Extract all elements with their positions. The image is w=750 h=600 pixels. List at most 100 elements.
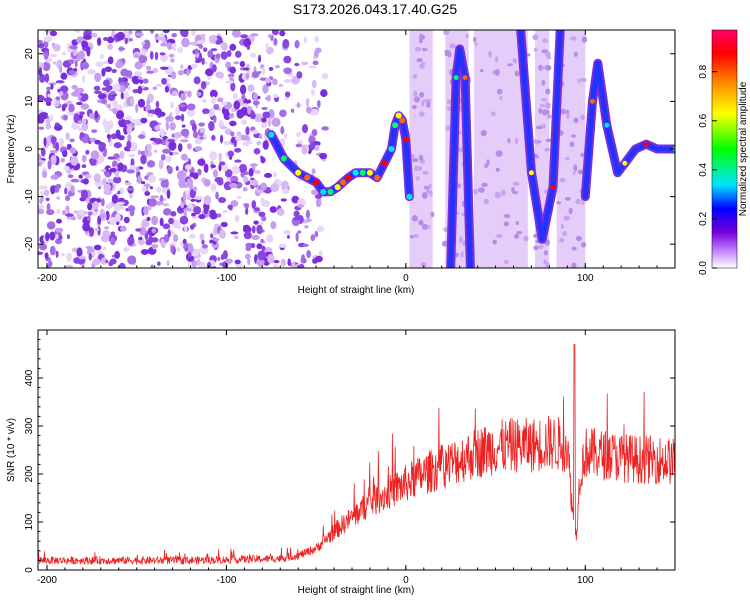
heatmap-noise-speckle xyxy=(55,141,60,152)
heatmap-noise-speckle xyxy=(208,34,218,44)
heatmap-noise-speckle xyxy=(75,101,83,106)
heatmap-noise-speckle xyxy=(148,235,153,245)
heatmap-noise-speckle xyxy=(146,160,156,168)
heatmap-noise-speckle xyxy=(209,209,216,215)
heatmap-noise-speckle xyxy=(78,174,83,179)
heatmap-band-speckle xyxy=(444,51,449,57)
heatmap-y-tick-label: 0 xyxy=(24,146,35,152)
heatmap-noise-speckle xyxy=(191,260,198,268)
heatmap-noise-speckle xyxy=(160,42,168,47)
heatmap-noise-speckle xyxy=(106,103,111,109)
heatmap-noise-speckle xyxy=(113,142,122,149)
heatmap-noise-speckle xyxy=(81,61,90,70)
heatmap-noise-speckle xyxy=(260,238,264,244)
heatmap-noise-speckle xyxy=(65,195,71,202)
heatmap-band-speckle xyxy=(536,125,543,130)
heatmap-noise-speckle xyxy=(309,141,316,151)
heatmap-noise-speckle xyxy=(300,254,306,264)
heatmap-noise-speckle xyxy=(100,257,108,265)
heatmap-noise-speckle xyxy=(189,233,196,239)
heatmap-noise-speckle xyxy=(116,201,125,206)
heatmap-noise-speckle xyxy=(246,99,252,104)
heatmap-band-speckle xyxy=(426,224,431,230)
heatmap-noise-speckle xyxy=(76,56,81,62)
heatmap-band-speckle xyxy=(572,171,576,175)
snr-frame xyxy=(37,329,676,571)
heatmap-noise-speckle xyxy=(170,230,175,236)
heatmap-noise-speckle xyxy=(246,45,251,50)
heatmap-noise-speckle xyxy=(139,79,143,85)
heatmap-band-speckle xyxy=(418,154,424,161)
heatmap-band-speckle xyxy=(581,38,588,42)
heatmap-noise-speckle xyxy=(230,131,235,137)
heatmap-noise-speckle xyxy=(241,93,246,101)
heatmap-noise-speckle xyxy=(201,36,206,42)
heatmap-noise-speckle xyxy=(265,234,274,243)
heatmap-noise-speckle xyxy=(83,178,89,185)
heatmap-noise-speckle xyxy=(215,53,221,59)
heatmap-band-speckle xyxy=(457,147,465,153)
heatmap-band-speckle xyxy=(486,159,490,166)
heatmap-noise-speckle xyxy=(38,185,48,190)
heatmap-band-speckle xyxy=(541,49,549,54)
heatmap-noise-speckle xyxy=(243,175,249,183)
heatmap-noise-speckle xyxy=(242,103,249,109)
heatmap-noise-speckle xyxy=(124,182,132,186)
heatmap-noise-speckle xyxy=(75,87,85,94)
heatmap-noise-speckle xyxy=(182,191,186,202)
heatmap-trace-point xyxy=(334,184,341,191)
heatmap-noise-speckle xyxy=(151,237,159,243)
heatmap-band-speckle xyxy=(449,43,456,49)
heatmap-noise-speckle xyxy=(314,144,320,152)
heatmap-noise-speckle xyxy=(254,113,263,123)
heatmap-noise-speckle xyxy=(251,200,257,209)
heatmap-noise-speckle xyxy=(256,224,263,235)
heatmap-noise-speckle xyxy=(168,217,175,225)
heatmap-noise-speckle xyxy=(176,170,186,181)
heatmap-noise-speckle xyxy=(215,71,224,79)
heatmap-band-speckle xyxy=(564,196,571,201)
heatmap-noise-speckle xyxy=(316,225,325,233)
heatmap-noise-speckle xyxy=(312,60,319,66)
heatmap-noise-speckle xyxy=(124,36,128,45)
heatmap-band-speckle xyxy=(503,221,510,227)
heatmap-noise-speckle xyxy=(38,61,42,66)
heatmap-noise-speckle xyxy=(59,66,63,74)
heatmap-noise-speckle xyxy=(236,195,242,200)
heatmap-band-speckle xyxy=(409,235,414,239)
heatmap-noise-speckle xyxy=(149,30,155,34)
heatmap-trace-point xyxy=(395,112,402,119)
heatmap-noise-speckle xyxy=(66,252,73,262)
heatmap-noise-speckle xyxy=(146,70,154,74)
heatmap-noise-speckle xyxy=(280,258,286,267)
heatmap-band-speckle xyxy=(443,30,450,36)
heatmap-arc-1-core xyxy=(448,46,473,268)
heatmap-noise-speckle xyxy=(284,91,291,98)
heatmap-noise-speckle xyxy=(71,123,80,130)
heatmap-noise-speckle xyxy=(259,221,264,226)
heatmap-noise-speckle xyxy=(38,251,44,256)
heatmap-noise-speckle xyxy=(68,69,76,76)
heatmap-noise-speckle xyxy=(181,37,190,48)
heatmap-y-tick-label: 10 xyxy=(24,95,35,107)
heatmap-band-speckle xyxy=(473,188,478,195)
heatmap-noise-speckle xyxy=(135,228,142,232)
heatmap-noise-speckle xyxy=(125,115,132,121)
heatmap-noise-speckle xyxy=(110,231,116,236)
heatmap-noise-speckle xyxy=(281,180,289,189)
heatmap-noise-speckle xyxy=(79,132,85,138)
heatmap-noise-speckle xyxy=(156,201,162,206)
heatmap-band-speckle xyxy=(512,58,517,64)
heatmap-band-speckle xyxy=(538,244,544,250)
heatmap-noise-speckle xyxy=(49,150,58,154)
heatmap-noise-speckle xyxy=(208,121,215,131)
heatmap-noise-speckle xyxy=(69,147,77,154)
heatmap-band-speckle xyxy=(544,102,551,109)
heatmap-noise-speckle xyxy=(91,129,98,133)
heatmap-noise-speckle xyxy=(194,146,203,152)
heatmap-noise-speckle xyxy=(87,215,91,221)
heatmap-noise-speckle xyxy=(167,42,172,51)
heatmap-noise-speckle xyxy=(210,233,214,239)
heatmap-noise-speckle xyxy=(137,238,145,246)
heatmap-band-speckle xyxy=(544,64,552,71)
